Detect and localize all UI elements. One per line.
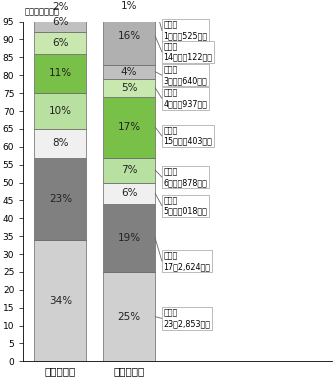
Text: 5%: 5%	[121, 83, 137, 93]
Bar	[34, 93, 86, 129]
Bar	[103, 7, 155, 64]
Text: 衛生費
4億１，937万円: 衛生費 4億１，937万円	[163, 89, 207, 108]
Text: 土木費
5億７，018万円: 土木費 5億７，018万円	[163, 196, 207, 216]
Bar	[34, 240, 86, 361]
Text: 25%: 25%	[118, 312, 141, 322]
Text: 民生費
23億2,853万円: 民生費 23億2,853万円	[163, 309, 210, 328]
Text: 消防費
3億４，640万円: 消防費 3億４，640万円	[163, 66, 207, 85]
Text: 34%: 34%	[49, 296, 72, 305]
Bar	[103, 158, 155, 183]
Bar	[103, 97, 155, 158]
Text: 17%: 17%	[118, 122, 141, 132]
Text: 総務費
17億2,624万円: 総務費 17億2,624万円	[163, 252, 210, 271]
Text: 23%: 23%	[49, 194, 72, 204]
Text: （単位：億円）: （単位：億円）	[25, 7, 60, 16]
Text: 10%: 10%	[49, 106, 72, 116]
Text: 公債費
6億４，878万円: 公債費 6億４，878万円	[163, 168, 207, 187]
Text: 11%: 11%	[49, 69, 72, 78]
Text: 19%: 19%	[118, 233, 141, 243]
Bar	[103, 204, 155, 272]
Text: 16%: 16%	[118, 31, 141, 41]
Text: その他
1億１，525万円: その他 1億１，525万円	[163, 21, 207, 40]
Bar	[34, 54, 86, 93]
Text: 4%: 4%	[121, 67, 137, 77]
Bar	[34, 158, 86, 240]
Bar	[34, 4, 86, 11]
Text: 6%: 6%	[52, 38, 69, 48]
Bar	[34, 129, 86, 158]
Bar	[103, 4, 155, 7]
Text: 6%: 6%	[52, 17, 69, 27]
Text: 1%: 1%	[121, 0, 137, 11]
Bar	[34, 11, 86, 32]
Bar	[103, 64, 155, 79]
Bar	[103, 272, 155, 361]
Text: 8%: 8%	[52, 138, 69, 148]
Text: 7%: 7%	[121, 165, 137, 175]
Text: 教育費
15億５，403万円: 教育費 15億５，403万円	[163, 126, 212, 146]
Text: 2%: 2%	[52, 2, 69, 12]
Text: 6%: 6%	[121, 188, 137, 198]
Text: 商工費
14億６，122万円: 商工費 14億６，122万円	[163, 42, 212, 62]
Bar	[34, 32, 86, 54]
Bar	[103, 79, 155, 97]
Bar	[103, 183, 155, 204]
